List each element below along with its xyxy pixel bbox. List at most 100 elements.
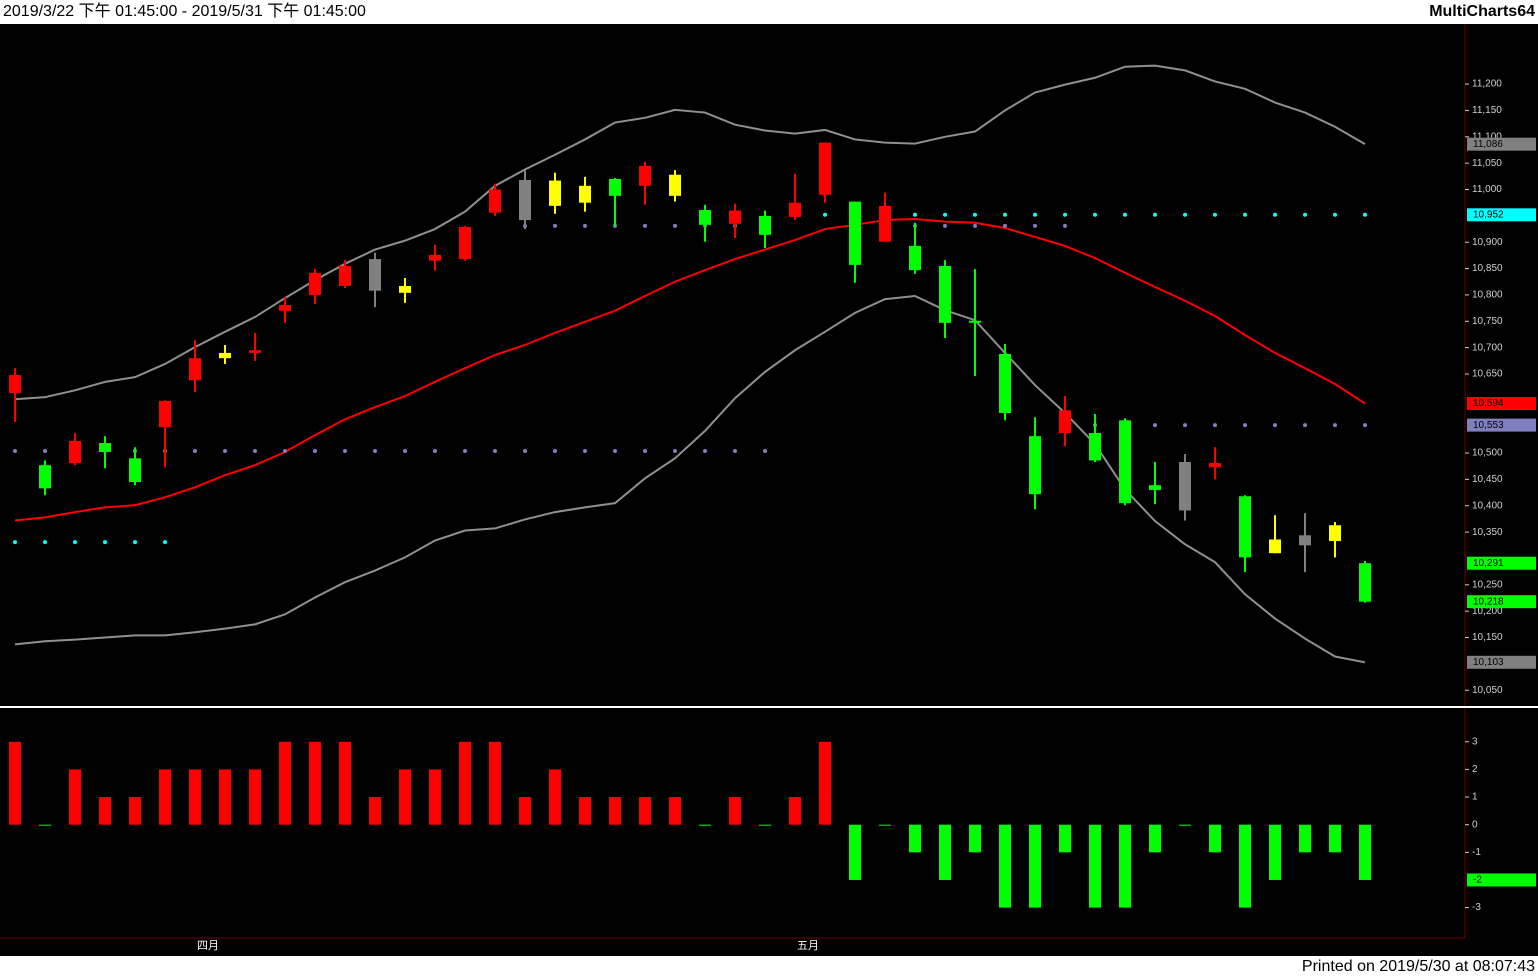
histogram-bar (1029, 824, 1041, 908)
level-dot (1363, 423, 1367, 428)
level-dot (1213, 212, 1217, 217)
histogram-bar (279, 741, 291, 825)
level-dot (43, 540, 47, 545)
level-dot (523, 448, 527, 453)
y-tick-label: 10,250 (1472, 579, 1503, 590)
candle-body (369, 259, 381, 291)
candle-body (129, 458, 141, 483)
histogram-bar (1179, 824, 1191, 826)
level-dot (1333, 212, 1337, 217)
price-marker (1467, 556, 1536, 570)
candle-body (639, 165, 651, 186)
level-dot (703, 448, 707, 453)
level-dot (313, 448, 317, 453)
price-marker-label: 10,218 (1473, 596, 1504, 607)
candle-body (1299, 535, 1311, 546)
histogram-bar (39, 824, 51, 826)
y-tick-label: 10,700 (1472, 342, 1503, 353)
candle-body (1359, 563, 1371, 602)
y-tick-label: 10,500 (1472, 448, 1503, 459)
candle-body (1149, 485, 1161, 490)
y-tick-label: 3 (1472, 736, 1478, 747)
histogram-bar (789, 797, 801, 825)
y-tick-label: 10,050 (1472, 685, 1503, 696)
candle-body (1209, 463, 1221, 468)
candle-body (279, 304, 291, 311)
candle-body (489, 189, 501, 213)
candle-body (759, 215, 771, 235)
candle-body (579, 185, 591, 203)
histogram-bar (909, 824, 921, 853)
level-dot (553, 223, 557, 228)
level-dot (1303, 212, 1307, 217)
level-dot (973, 223, 977, 228)
price-marker (1467, 873, 1536, 887)
level-dot (13, 448, 17, 453)
histogram-bar (1149, 824, 1161, 853)
price-marker (1467, 137, 1536, 151)
level-dot (973, 212, 977, 217)
level-dot (1273, 423, 1277, 428)
level-dot (1123, 212, 1127, 217)
level-dot (1243, 423, 1247, 428)
candle-body (249, 350, 261, 353)
histogram-bar (849, 824, 861, 880)
histogram-bar (1059, 824, 1071, 853)
histogram-bar (579, 797, 591, 825)
candle-body (999, 353, 1011, 413)
level-dot (433, 448, 437, 453)
candle-body (939, 265, 951, 323)
candle-body (429, 254, 441, 261)
level-dot (1363, 212, 1367, 217)
level-dot (823, 212, 827, 217)
month-label: 五月 (797, 940, 819, 952)
histogram-bar (159, 769, 171, 825)
candle-body (909, 245, 921, 271)
histogram-bar (459, 741, 471, 825)
y-tick-label: 10,350 (1472, 527, 1503, 538)
level-dot (103, 540, 107, 545)
histogram-bar (819, 741, 831, 825)
level-dot (673, 223, 677, 228)
level-dot (133, 540, 137, 545)
level-dot (493, 448, 497, 453)
histogram-bar (369, 797, 381, 825)
candle-body (849, 201, 861, 265)
level-dot (1183, 212, 1187, 217)
level-dot (1213, 423, 1217, 428)
candle-body (1059, 410, 1071, 434)
histogram-bar (489, 741, 501, 825)
candle-body (1089, 433, 1101, 461)
level-dot (373, 448, 377, 453)
level-dot (1063, 223, 1067, 228)
y-tick-label: 11,200 (1472, 79, 1502, 90)
histogram-bar (669, 797, 681, 825)
candle-body (1329, 525, 1341, 542)
level-dot (463, 448, 467, 453)
candle-body (1179, 462, 1191, 511)
level-dot (1153, 212, 1157, 217)
level-dot (943, 223, 947, 228)
histogram-bar (429, 769, 441, 825)
histogram-bar (999, 824, 1011, 908)
candle-body (1029, 436, 1041, 495)
level-dot (943, 212, 947, 217)
y-tick-label: 0 (1472, 819, 1478, 830)
histogram-bar (729, 797, 741, 825)
y-tick-label: 10,200 (1472, 606, 1503, 617)
y-tick-label: 11,100 (1472, 131, 1502, 142)
candle-body (219, 352, 231, 359)
print-info: Printed on 2019/5/30 at 08:07:43 (1302, 958, 1535, 975)
candle-body (9, 375, 21, 393)
y-tick-label: 10,400 (1472, 500, 1503, 511)
histogram-bar (1359, 824, 1371, 880)
header-bar (0, 0, 1538, 24)
y-tick-label: 10,800 (1472, 290, 1503, 301)
level-dot (1333, 423, 1337, 428)
level-dot (763, 448, 767, 453)
price-marker (1467, 208, 1536, 222)
price-marker (1467, 397, 1536, 411)
y-tick-label: 10,150 (1472, 632, 1503, 643)
candle-body (459, 226, 471, 260)
